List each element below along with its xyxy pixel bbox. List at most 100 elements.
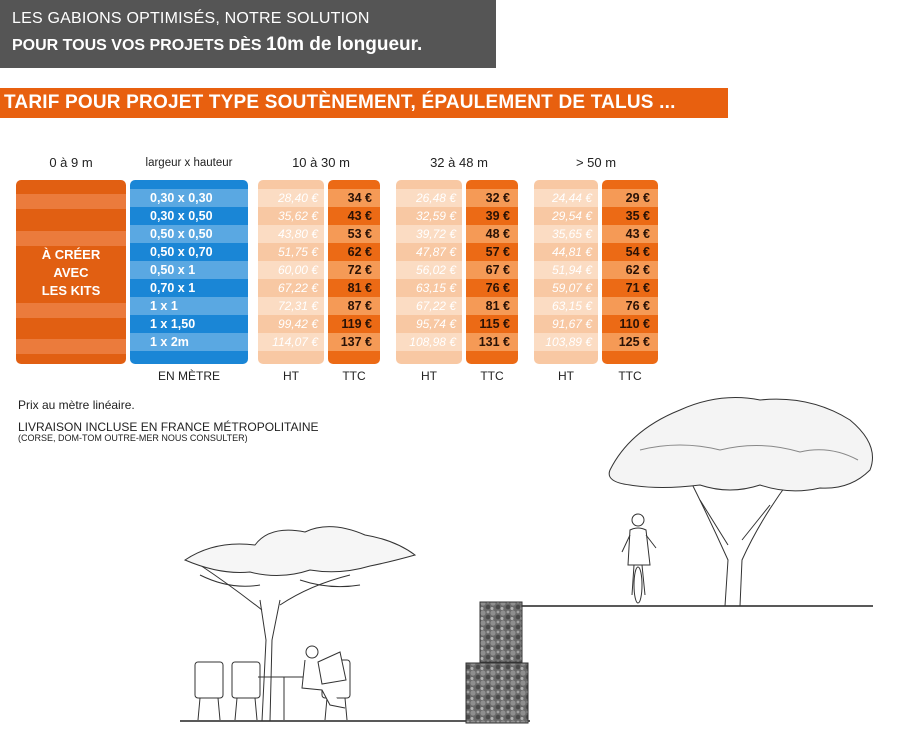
ht-price-range-2-1: 26,48 €	[396, 189, 462, 207]
ttc-price-range-2-7: 81 €	[466, 297, 518, 315]
ht-price-range-1-9: 114,07 €	[258, 333, 324, 351]
ttc-price-range-2-8: 115 €	[479, 317, 510, 331]
ht-price-range-3-5: 51,94 €	[534, 261, 598, 279]
ht-price-range-2-8: 95,74 €	[415, 317, 456, 331]
ht-price-range-1-5: 60,00 €	[258, 261, 324, 279]
right-tree	[608, 397, 873, 607]
ttc-price-range-3-6: 71 €	[625, 281, 650, 295]
ht-price-range-3-1: 24,44 €	[534, 189, 598, 207]
ht-column-range-2: 26,48 € 32,59 € 39,72 € 47,87 € 56,02 € 63,15…	[396, 180, 462, 364]
ttc-price-range-1-7: 87 €	[328, 297, 380, 315]
ht-price-range-3-2: 29,54 €	[551, 209, 592, 223]
ht-price-range-3-9: 103,89 €	[534, 333, 598, 351]
ttc-price-range-1-3: 53 €	[328, 225, 380, 243]
ttc-column-range-2: 32 € 39 € 48 € 57 € 67 € 76 € 81 € 115 € 131 €	[466, 180, 518, 364]
landscape-illustration	[180, 397, 873, 724]
ht-price-range-3-3: 35,65 €	[534, 225, 598, 243]
ttc-price-range-1-6: 81 €	[347, 281, 372, 295]
dimension-cell-4: 0,50 x 0,70	[150, 245, 213, 259]
header-dims: largeur x hauteur	[145, 157, 233, 169]
ttc-price-range-2-9: 131 €	[466, 333, 518, 351]
ttc-price-range-1-1: 34 €	[328, 189, 380, 207]
ttc-price-range-3-5: 62 €	[602, 261, 658, 279]
dimension-cell-9: 1 x 2m	[130, 333, 248, 351]
ht-price-range-2-9: 108,98 €	[396, 333, 462, 351]
note-delivery-sub: (CORSE, DOM-TOM OUTRE-MER NOUS CONSULTER…	[18, 433, 248, 443]
ttc-price-range-2-1: 32 €	[466, 189, 518, 207]
ht-price-range-2-4: 47,87 €	[415, 245, 456, 259]
ttc-price-range-2-6: 76 €	[485, 281, 510, 295]
ht-price-range-1-2: 35,62 €	[277, 209, 318, 223]
footer-ttc-3: TTC	[618, 369, 642, 383]
banner-line-1: LES GABIONS OPTIMISÉS, NOTRE SOLUTION	[12, 10, 370, 27]
ttc-price-range-3-9: 125 €	[602, 333, 658, 351]
cyclist	[621, 513, 657, 604]
ttc-price-range-1-4: 62 €	[347, 245, 372, 259]
ht-price-range-2-2: 32,59 €	[415, 209, 456, 223]
ttc-price-range-3-2: 35 €	[625, 209, 650, 223]
ttc-price-range-2-5: 67 €	[466, 261, 518, 279]
ttc-column-range-3: 29 € 35 € 43 € 54 € 62 € 71 € 76 € 110 € 125 €	[602, 180, 658, 364]
ht-price-range-2-5: 56,02 €	[396, 261, 462, 279]
tarif-title: TARIF POUR PROJET TYPE SOUTÈNEMENT, ÉPAU…	[4, 92, 676, 113]
dimension-cell-8: 1 x 1,50	[150, 317, 196, 331]
ttc-price-range-1-9: 137 €	[328, 333, 380, 351]
kits-column: À CRÉER AVEC LES KITS	[16, 180, 126, 364]
ht-price-range-3-7: 63,15 €	[534, 297, 598, 315]
footer-dims: EN MÈTRE	[157, 369, 220, 383]
ht-price-range-1-8: 99,42 €	[277, 317, 318, 331]
ht-price-range-2-6: 63,15 €	[415, 281, 456, 295]
ht-column-range-1: 28,40 € 35,62 € 43,80 € 51,75 € 60,00 € 67,22…	[258, 180, 324, 364]
ttc-price-range-3-1: 29 €	[602, 189, 658, 207]
ht-price-range-1-6: 67,22 €	[277, 281, 318, 295]
ttc-price-range-2-2: 39 €	[485, 209, 510, 223]
ttc-price-range-1-8: 119 €	[341, 317, 372, 331]
dimension-cell-1: 0,30 x 0,30	[130, 189, 248, 207]
ht-price-range-3-4: 44,81 €	[551, 245, 592, 259]
ht-price-range-1-3: 43,80 €	[258, 225, 324, 243]
ttc-price-range-3-3: 43 €	[602, 225, 658, 243]
ht-price-range-1-4: 51,75 €	[277, 245, 318, 259]
top-banner: LES GABIONS OPTIMISÉS, NOTRE SOLUTION PO…	[0, 0, 496, 68]
ht-price-range-2-3: 39,72 €	[396, 225, 462, 243]
note-delivery: LIVRAISON INCLUSE EN FRANCE MÉTROPOLITAI…	[18, 420, 319, 434]
kits-label-line-1: À CRÉER	[41, 247, 101, 262]
ttc-price-range-3-7: 76 €	[602, 297, 658, 315]
tarif-banner: TARIF POUR PROJET TYPE SOUTÈNEMENT, ÉPAU…	[0, 88, 728, 118]
ht-price-range-2-7: 67,22 €	[396, 297, 462, 315]
kits-label-line-2: AVEC	[53, 265, 89, 280]
left-tree	[183, 526, 417, 722]
dimension-cell-6: 0,70 x 1	[150, 281, 196, 295]
banner-line-2b: 10m de longueur.	[266, 34, 423, 55]
ttc-column-range-1: 34 € 43 € 53 € 62 € 72 € 81 € 87 € 119 € 137 €	[328, 180, 380, 364]
ht-price-range-3-6: 59,07 €	[551, 281, 592, 295]
note-price: Prix au mètre linéaire.	[18, 398, 135, 412]
kits-label: À CRÉER AVEC LES KITS	[16, 246, 126, 300]
footer-ht-1: HT	[283, 369, 299, 383]
dimension-cell-7: 1 x 1	[130, 297, 248, 315]
header-range-1: 10 à 30 m	[292, 155, 350, 170]
ht-column-range-3: 24,44 € 29,54 € 35,65 € 44,81 € 51,94 € 59,07…	[534, 180, 598, 364]
dimensions-column: 0,30 x 0,30 0,30 x 0,50 0,50 x 0,50 0,50 x …	[130, 180, 248, 364]
ht-price-range-3-8: 91,67 €	[551, 317, 592, 331]
ttc-price-range-3-8: 110 €	[619, 317, 650, 331]
seated-person	[301, 645, 347, 709]
header-range-3: > 50 m	[575, 155, 617, 170]
footer-ttc-2: TTC	[480, 369, 504, 383]
gabion-walls	[465, 601, 529, 724]
ttc-price-range-1-2: 43 €	[347, 209, 372, 223]
footer-ht-2: HT	[421, 369, 437, 383]
dimension-cell-3: 0,50 x 0,50	[130, 225, 248, 243]
ttc-price-range-3-4: 54 €	[625, 245, 650, 259]
ht-price-range-1-7: 72,31 €	[258, 297, 324, 315]
ttc-price-range-2-3: 48 €	[466, 225, 518, 243]
dimension-cell-5: 0,50 x 1	[130, 261, 248, 279]
ttc-price-range-1-5: 72 €	[328, 261, 380, 279]
header-kits: 0 à 9 m	[49, 155, 93, 170]
dimension-cell-2: 0,30 x 0,50	[150, 209, 213, 223]
banner-line-2a: POUR TOUS VOS PROJETS DÈS	[12, 37, 262, 54]
kits-label-line-3: LES KITS	[41, 283, 101, 298]
ttc-price-range-2-4: 57 €	[485, 245, 510, 259]
footer-ttc-1: TTC	[342, 369, 366, 383]
ht-price-range-1-1: 28,40 €	[258, 189, 324, 207]
